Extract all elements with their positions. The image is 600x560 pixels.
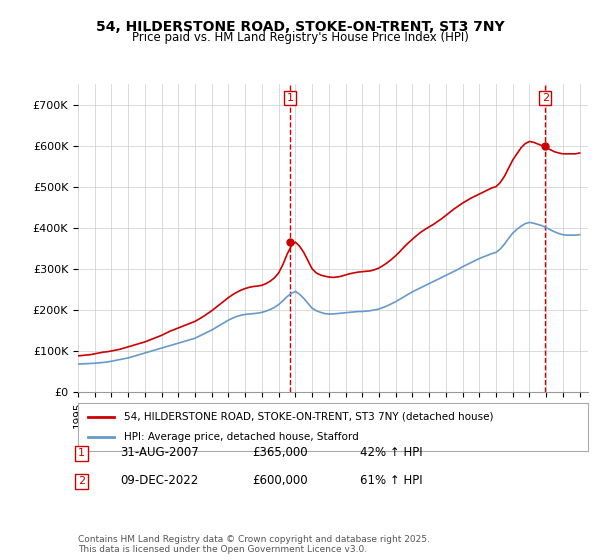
- Text: 54, HILDERSTONE ROAD, STOKE-ON-TRENT, ST3 7NY (detached house): 54, HILDERSTONE ROAD, STOKE-ON-TRENT, ST…: [124, 412, 493, 422]
- Text: 54, HILDERSTONE ROAD, STOKE-ON-TRENT, ST3 7NY: 54, HILDERSTONE ROAD, STOKE-ON-TRENT, ST…: [95, 20, 505, 34]
- Text: Contains HM Land Registry data © Crown copyright and database right 2025.
This d: Contains HM Land Registry data © Crown c…: [78, 535, 430, 554]
- Text: 2: 2: [542, 93, 549, 103]
- Text: 31-AUG-2007: 31-AUG-2007: [120, 446, 199, 459]
- Text: 09-DEC-2022: 09-DEC-2022: [120, 474, 198, 487]
- Text: 2: 2: [78, 477, 85, 487]
- Text: 1: 1: [286, 93, 293, 103]
- Text: 42% ↑ HPI: 42% ↑ HPI: [360, 446, 422, 459]
- Text: £365,000: £365,000: [252, 446, 308, 459]
- Text: £600,000: £600,000: [252, 474, 308, 487]
- Text: 61% ↑ HPI: 61% ↑ HPI: [360, 474, 422, 487]
- Text: 1: 1: [78, 449, 85, 459]
- Text: HPI: Average price, detached house, Stafford: HPI: Average price, detached house, Staf…: [124, 432, 359, 442]
- Text: Price paid vs. HM Land Registry's House Price Index (HPI): Price paid vs. HM Land Registry's House …: [131, 31, 469, 44]
